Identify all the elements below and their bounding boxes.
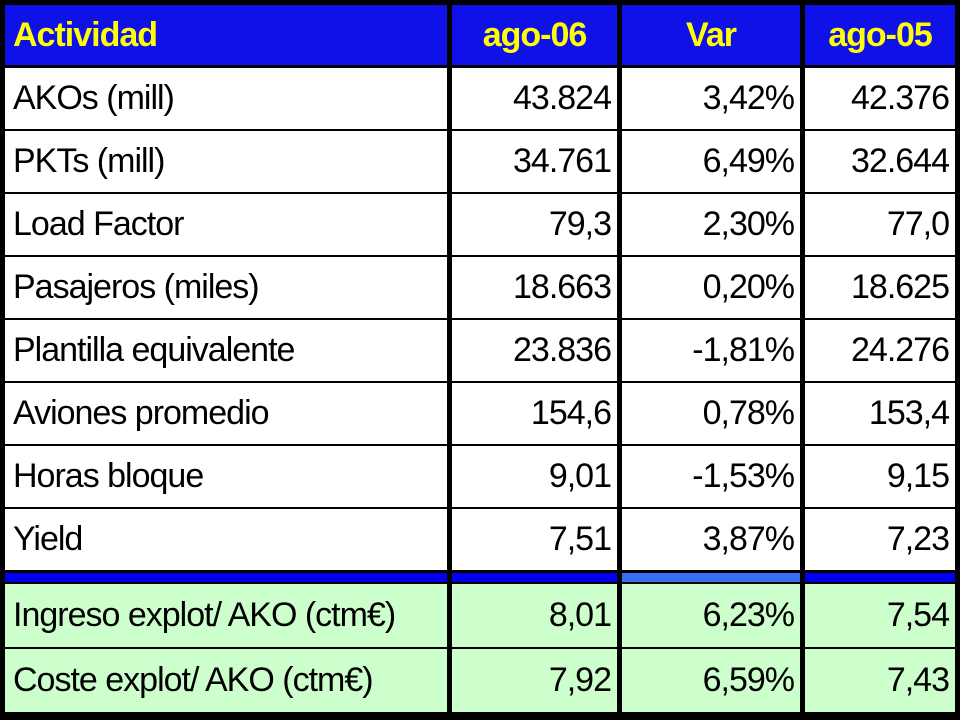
table-cell: 77,0 xyxy=(805,194,955,255)
table-cell: 79,3 xyxy=(452,194,617,255)
header-cell: Actividad xyxy=(5,5,447,65)
table-cell: 43.824 xyxy=(452,68,617,129)
table-cell: 7,23 xyxy=(805,509,955,570)
table-cell: PKTs (mill) xyxy=(5,131,447,192)
separator-band xyxy=(5,573,447,582)
table-cell: 7,54 xyxy=(805,584,955,647)
table-cell: 32.644 xyxy=(805,131,955,192)
header-cell: ago-06 xyxy=(452,5,617,65)
table-cell: -1,81% xyxy=(622,320,800,381)
table-cell: 6,23% xyxy=(622,584,800,647)
table-cell: Aviones promedio xyxy=(5,383,447,444)
table-cell: Coste explot/ AKO (ctm€) xyxy=(5,649,447,712)
table-cell: 7,92 xyxy=(452,649,617,712)
table-cell: 2,30% xyxy=(622,194,800,255)
separator-band xyxy=(452,573,617,582)
table-cell: 18.625 xyxy=(805,257,955,318)
table-cell: 0,20% xyxy=(622,257,800,318)
table-cell: 7,51 xyxy=(452,509,617,570)
table-cell: 154,6 xyxy=(452,383,617,444)
table-cell: 8,01 xyxy=(452,584,617,647)
table-cell: Pasajeros (miles) xyxy=(5,257,447,318)
table-cell: Plantilla equivalente xyxy=(5,320,447,381)
header-cell: ago-05 xyxy=(805,5,955,65)
separator-band xyxy=(622,573,800,582)
table-cell: 24.276 xyxy=(805,320,955,381)
table-cell: 7,43 xyxy=(805,649,955,712)
table-cell: 42.376 xyxy=(805,68,955,129)
separator-band xyxy=(805,573,955,582)
table-cell: AKOs (mill) xyxy=(5,68,447,129)
table-cell: 6,59% xyxy=(622,649,800,712)
header-cell: Var xyxy=(622,5,800,65)
table-cell: Ingreso explot/ AKO (ctm€) xyxy=(5,584,447,647)
table-cell: 3,87% xyxy=(622,509,800,570)
table-cell: Horas bloque xyxy=(5,446,447,507)
table-cell: 34.761 xyxy=(452,131,617,192)
table-cell: 9,15 xyxy=(805,446,955,507)
table-cell: Yield xyxy=(5,509,447,570)
table-cell: 3,42% xyxy=(622,68,800,129)
table-cell: 23.836 xyxy=(452,320,617,381)
table-cell: 6,49% xyxy=(622,131,800,192)
table-cell: -1,53% xyxy=(622,446,800,507)
table-cell: 0,78% xyxy=(622,383,800,444)
table-cell: Load Factor xyxy=(5,194,447,255)
table-cell: 153,4 xyxy=(805,383,955,444)
table-cell: 18.663 xyxy=(452,257,617,318)
table-cell: 9,01 xyxy=(452,446,617,507)
